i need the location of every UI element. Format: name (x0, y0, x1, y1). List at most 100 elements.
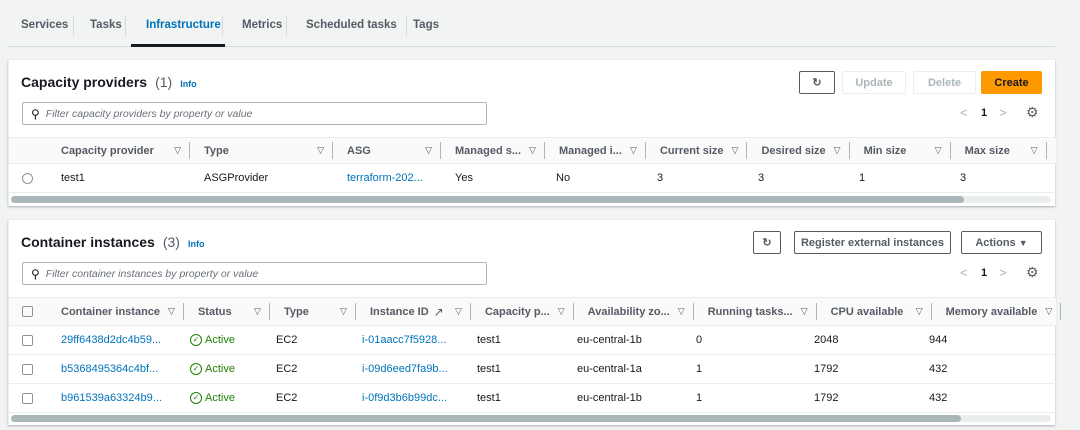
sort-icon[interactable]: ▽ (800, 306, 808, 316)
page-number[interactable]: 1 (981, 107, 988, 119)
column-header[interactable]: Min size ▽ (864, 142, 965, 159)
table-cell-link[interactable]: i-09d6eed7fa9b... (362, 363, 477, 375)
sort-icon[interactable]: ▽ (529, 145, 536, 155)
tab-services[interactable]: Services (21, 19, 69, 31)
sort-icon[interactable]: ▽ (455, 306, 462, 316)
register-external-instances-button[interactable]: Register external instances (794, 231, 951, 254)
column-divider[interactable] (746, 142, 748, 159)
table-cell-link[interactable]: b5368495364c4bf... (61, 363, 190, 375)
tab-metrics[interactable]: Metrics (242, 19, 283, 31)
info-link[interactable]: Info (187, 239, 205, 249)
tab-tags[interactable]: Tags (413, 19, 439, 31)
column-divider[interactable] (848, 142, 850, 159)
column-header[interactable]: Container instance ▽ (61, 303, 198, 320)
table-cell: 432 (929, 363, 1056, 375)
column-divider[interactable] (644, 142, 646, 159)
column-divider[interactable] (332, 142, 333, 159)
column-header[interactable]: Current size ▽ (660, 142, 762, 159)
column-header[interactable]: ASG ▽ (347, 142, 455, 159)
table-cell-link[interactable]: b961539a63324b9... (61, 392, 190, 404)
update-button[interactable]: Update (842, 71, 906, 94)
table-cell-link[interactable]: i-01aacc7f5928... (362, 334, 477, 346)
row-checkbox[interactable] (22, 392, 33, 404)
prev-page-icon[interactable]: < (960, 265, 968, 280)
column-divider[interactable] (692, 303, 694, 320)
refresh-button[interactable]: ↻ (799, 71, 835, 94)
column-divider[interactable] (182, 303, 184, 320)
page-number[interactable]: 1 (981, 267, 988, 279)
column-divider[interactable] (469, 303, 471, 320)
horizontal-scrollbar[interactable] (11, 415, 1051, 422)
settings-gear-icon[interactable]: ⚙ (1026, 104, 1039, 120)
column-header[interactable]: CPU available ▽ (831, 303, 946, 320)
column-header[interactable]: Memory available ▽ (946, 303, 1076, 320)
sort-icon[interactable]: ▽ (254, 306, 261, 316)
column-divider[interactable] (189, 142, 190, 159)
table-header: Container instance ▽ Status ▽ Type ▽ Instance … (9, 297, 1062, 326)
row-checkbox[interactable] (22, 363, 33, 375)
column-divider[interactable] (268, 303, 270, 320)
prev-page-icon[interactable]: < (960, 105, 968, 120)
sort-icon[interactable]: ▽ (934, 145, 942, 155)
row-checkbox[interactable] (22, 334, 33, 346)
sort-icon[interactable]: ▽ (677, 306, 685, 316)
sort-icon[interactable]: ▽ (915, 306, 923, 316)
column-header[interactable]: Running tasks... ▽ (708, 303, 831, 320)
column-header[interactable]: Capacity p... ▽ (485, 303, 588, 320)
column-header[interactable]: Desired size ▽ (761, 142, 863, 159)
column-header[interactable]: Capacity provider ▽ (61, 142, 204, 159)
sort-icon[interactable]: ▽ (630, 145, 637, 155)
sort-icon[interactable]: ▽ (1030, 145, 1038, 155)
tab-scheduled-tasks[interactable]: Scheduled tasks (306, 19, 397, 31)
sort-icon[interactable]: ▽ (174, 145, 181, 155)
column-divider[interactable] (949, 142, 951, 159)
delete-button[interactable]: Delete (913, 71, 976, 94)
table-cell-link[interactable]: i-0f9d3b6b99dc... (362, 392, 477, 404)
info-link[interactable]: Info (180, 79, 197, 89)
actions-dropdown[interactable]: Actions ▼ (961, 231, 1042, 254)
cell-value: 2048 (814, 334, 839, 346)
column-divider[interactable] (543, 142, 545, 159)
column-divider[interactable] (815, 303, 817, 320)
sort-icon[interactable]: ▽ (425, 145, 432, 155)
column-header[interactable]: Availability zo... ▽ (588, 303, 708, 320)
column-divider[interactable] (1045, 142, 1047, 159)
create-button[interactable]: Create (981, 71, 1042, 94)
tab-tasks[interactable]: Tasks (90, 19, 122, 31)
column-header[interactable]: Instance ID ↗ ▽ (370, 303, 485, 320)
sort-icon[interactable]: ▽ (557, 306, 565, 316)
sort-icon[interactable]: ▽ (731, 145, 739, 155)
table-cell-link[interactable]: terraform-202... (347, 172, 455, 184)
sort-icon[interactable]: ▽ (340, 306, 347, 316)
column-divider[interactable] (354, 303, 356, 320)
horizontal-scrollbar[interactable] (11, 196, 1051, 203)
sort-icon[interactable]: ▽ (317, 145, 324, 155)
settings-gear-icon[interactable]: ⚙ (1026, 264, 1039, 280)
column-header[interactable]: Managed s... ▽ (455, 142, 559, 159)
tab-infrastructure[interactable]: Infrastructure (146, 19, 221, 31)
column-header-label: CPU available (830, 305, 904, 318)
cell-value: 0 (696, 334, 703, 346)
sort-icon[interactable]: ▽ (168, 306, 175, 316)
cell-value: terraform-202... (347, 172, 423, 184)
refresh-button[interactable]: ↻ (753, 231, 781, 254)
column-header[interactable]: Type ▽ (284, 303, 370, 320)
sort-icon[interactable]: ▽ (1045, 306, 1053, 316)
column-header[interactable]: Managed i... ▽ (559, 142, 660, 159)
column-divider[interactable] (930, 303, 932, 320)
column-divider[interactable] (1060, 303, 1062, 320)
next-page-icon[interactable]: > (999, 105, 1007, 120)
column-divider[interactable] (572, 303, 574, 320)
filter-capacity-providers-input[interactable]: ⚲ Filter capacity providers by property o… (22, 102, 487, 125)
column-divider[interactable] (440, 142, 441, 159)
select-all-checkbox[interactable] (22, 306, 33, 317)
filter-container-instances-input[interactable]: ⚲ Filter container instances by property … (22, 262, 487, 285)
column-header[interactable]: Type ▽ (204, 142, 347, 159)
table-cell-link[interactable]: 29ff6438d2dc4b59... (61, 334, 190, 346)
cell-value: 944 (929, 334, 948, 346)
column-header[interactable]: Status ▽ (198, 303, 284, 320)
next-page-icon[interactable]: > (999, 265, 1007, 280)
sort-icon[interactable]: ▽ (833, 145, 841, 155)
column-header[interactable]: Max size ▽ (965, 142, 1061, 159)
row-radio[interactable] (22, 172, 33, 184)
